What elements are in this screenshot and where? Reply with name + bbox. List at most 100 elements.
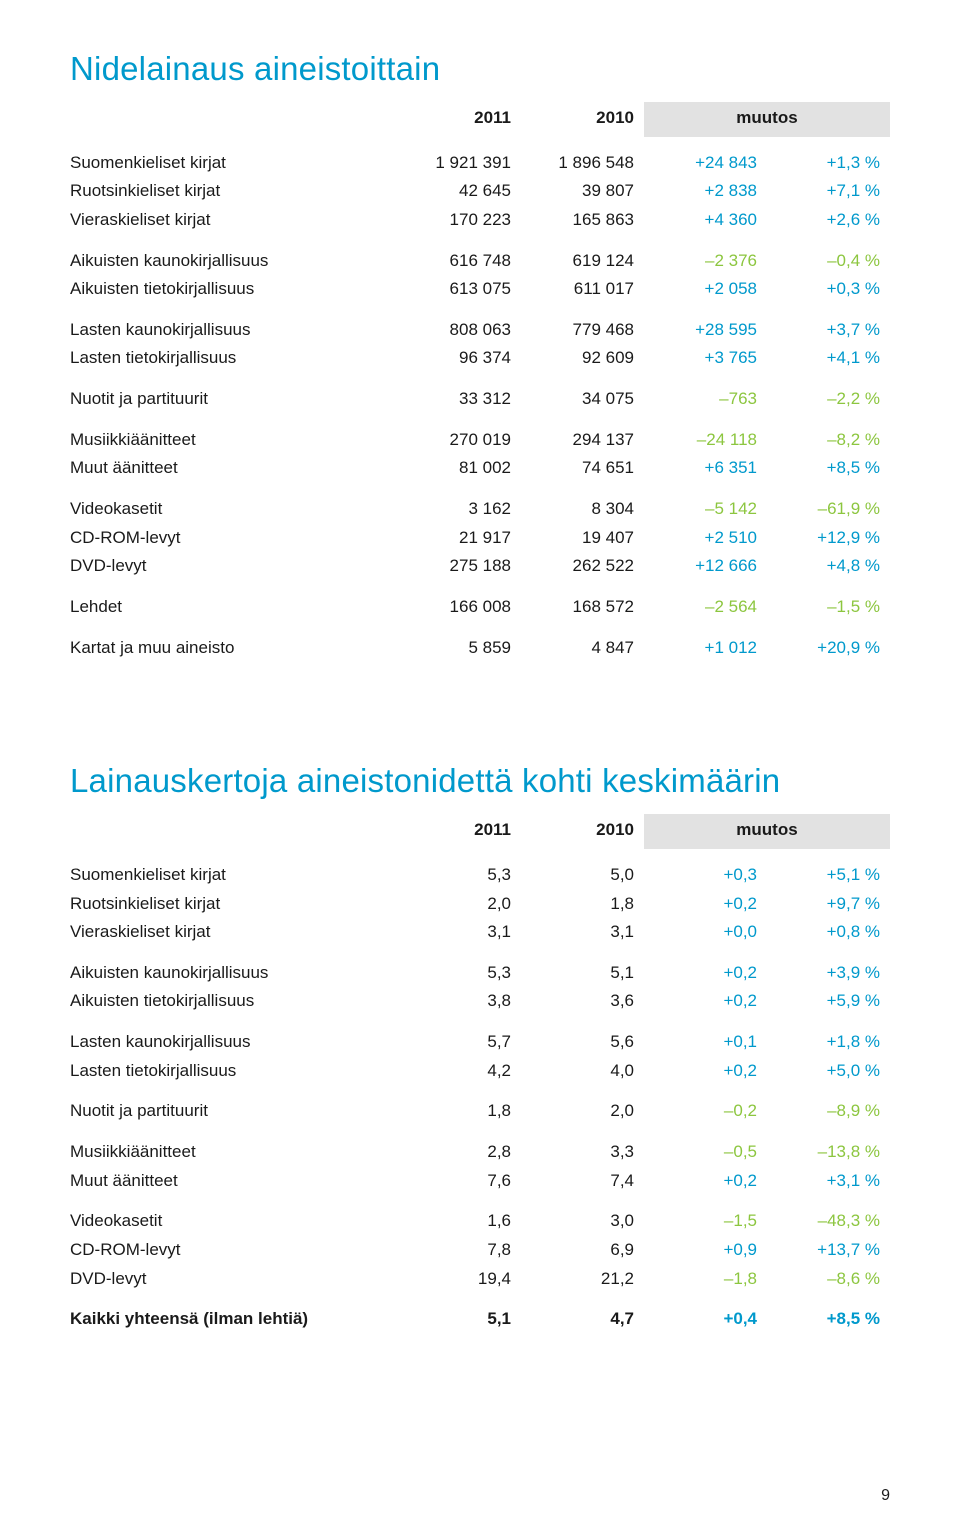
row-label: Ruotsinkieliset kirjat [70, 890, 398, 919]
change-abs: +0,3 [644, 849, 767, 890]
row-label: Lasten kaunokirjallisuus [70, 304, 398, 345]
value-2010: 34 075 [521, 373, 644, 414]
row-label: Videokasetit [70, 1195, 398, 1236]
row-label: DVD-levyt [70, 552, 398, 581]
value-2010: 168 572 [521, 581, 644, 622]
change-pct: +20,9 % [767, 622, 890, 663]
row-label: DVD-levyt [70, 1265, 398, 1294]
row-label: Kartat ja muu aineisto [70, 622, 398, 663]
table-row: Lasten tietokirjallisuus96 37492 609+3 7… [70, 344, 890, 373]
row-label: Muut äänitteet [70, 1167, 398, 1196]
change-pct: +4,1 % [767, 344, 890, 373]
row-label: CD-ROM-levyt [70, 524, 398, 553]
value-2011: 21 917 [398, 524, 521, 553]
value-2010: 74 651 [521, 454, 644, 483]
change-abs: +0,9 [644, 1236, 767, 1265]
value-2010: 7,4 [521, 1167, 644, 1196]
row-label: Suomenkieliset kirjat [70, 849, 398, 890]
change-abs: –5 142 [644, 483, 767, 524]
table-row: Lehdet166 008168 572–2 564–1,5 % [70, 581, 890, 622]
col-2011: 2011 [398, 814, 521, 849]
table-lainauskertoja: 2011 2010 muutos Suomenkieliset kirjat5,… [70, 814, 890, 1334]
value-2011: 5,1 [398, 1293, 521, 1334]
value-2010: 5,0 [521, 849, 644, 890]
value-2010: 5,1 [521, 947, 644, 988]
change-abs: –0,2 [644, 1085, 767, 1126]
table-header-row: 2011 2010 muutos [70, 814, 890, 849]
section2-title: Lainauskertoja aineistonidettä kohti kes… [70, 762, 890, 800]
row-label: Nuotit ja partituurit [70, 1085, 398, 1126]
table-row: Ruotsinkieliset kirjat2,01,8+0,2+9,7 % [70, 890, 890, 919]
table-row: Videokasetit3 1628 304–5 142–61,9 % [70, 483, 890, 524]
change-abs: +6 351 [644, 454, 767, 483]
table-row: Musiikkiäänitteet270 019294 137–24 118–8… [70, 414, 890, 455]
table-row: Kartat ja muu aineisto5 8594 847+1 012+2… [70, 622, 890, 663]
value-2011: 1 921 391 [398, 137, 521, 178]
table-row: Nuotit ja partituurit33 31234 075–763–2,… [70, 373, 890, 414]
change-abs: –1,5 [644, 1195, 767, 1236]
value-2010: 1 896 548 [521, 137, 644, 178]
row-label: Musiikkiäänitteet [70, 1126, 398, 1167]
table-row: Vieraskieliset kirjat3,13,1+0,0+0,8 % [70, 918, 890, 947]
value-2011: 5,3 [398, 849, 521, 890]
col-2010: 2010 [521, 814, 644, 849]
change-pct: –13,8 % [767, 1126, 890, 1167]
change-abs: +1 012 [644, 622, 767, 663]
change-abs: +28 595 [644, 304, 767, 345]
value-2010: 4,7 [521, 1293, 644, 1334]
table-row: Videokasetit1,63,0–1,5–48,3 % [70, 1195, 890, 1236]
table-row: DVD-levyt19,421,2–1,8–8,6 % [70, 1265, 890, 1294]
change-abs: –763 [644, 373, 767, 414]
change-abs: –2 376 [644, 235, 767, 276]
value-2011: 7,8 [398, 1236, 521, 1265]
value-2011: 1,6 [398, 1195, 521, 1236]
change-pct: –2,2 % [767, 373, 890, 414]
row-label: Kaikki yhteensä (ilman lehtiä) [70, 1293, 398, 1334]
value-2010: 165 863 [521, 206, 644, 235]
row-label: Lasten tietokirjallisuus [70, 1057, 398, 1086]
change-pct: –1,5 % [767, 581, 890, 622]
row-label: CD-ROM-levyt [70, 1236, 398, 1265]
change-abs: +0,0 [644, 918, 767, 947]
value-2011: 616 748 [398, 235, 521, 276]
value-2010: 619 124 [521, 235, 644, 276]
change-abs: +0,2 [644, 890, 767, 919]
table-row: CD-ROM-levyt21 91719 407+2 510+12,9 % [70, 524, 890, 553]
value-2011: 96 374 [398, 344, 521, 373]
value-2011: 3,8 [398, 987, 521, 1016]
section1-title: Nidelainaus aineistoittain [70, 50, 890, 88]
change-pct: +5,1 % [767, 849, 890, 890]
row-label: Aikuisten kaunokirjallisuus [70, 235, 398, 276]
change-pct: +2,6 % [767, 206, 890, 235]
row-label: Ruotsinkieliset kirjat [70, 177, 398, 206]
value-2010: 294 137 [521, 414, 644, 455]
value-2011: 808 063 [398, 304, 521, 345]
value-2010: 262 522 [521, 552, 644, 581]
change-abs: +2 838 [644, 177, 767, 206]
table-row: Lasten tietokirjallisuus4,24,0+0,2+5,0 % [70, 1057, 890, 1086]
change-pct: +9,7 % [767, 890, 890, 919]
table-row: Suomenkieliset kirjat5,35,0+0,3+5,1 % [70, 849, 890, 890]
row-label: Lehdet [70, 581, 398, 622]
value-2010: 3,3 [521, 1126, 644, 1167]
change-pct: +3,7 % [767, 304, 890, 345]
table-row: Vieraskieliset kirjat170 223165 863+4 36… [70, 206, 890, 235]
change-abs: +4 360 [644, 206, 767, 235]
value-2011: 270 019 [398, 414, 521, 455]
change-pct: +1,8 % [767, 1016, 890, 1057]
table-row: Lasten kaunokirjallisuus5,75,6+0,1+1,8 % [70, 1016, 890, 1057]
row-label: Muut äänitteet [70, 454, 398, 483]
value-2011: 166 008 [398, 581, 521, 622]
change-pct: –8,9 % [767, 1085, 890, 1126]
value-2010: 92 609 [521, 344, 644, 373]
col-2011: 2011 [398, 102, 521, 137]
change-pct: +5,9 % [767, 987, 890, 1016]
value-2011: 5 859 [398, 622, 521, 663]
value-2011: 19,4 [398, 1265, 521, 1294]
row-label: Lasten kaunokirjallisuus [70, 1016, 398, 1057]
table-nidelainaus: 2011 2010 muutos Suomenkieliset kirjat1 … [70, 102, 890, 662]
value-2010: 4,0 [521, 1057, 644, 1086]
value-2010: 3,0 [521, 1195, 644, 1236]
change-abs: +0,2 [644, 987, 767, 1016]
col-2010: 2010 [521, 102, 644, 137]
